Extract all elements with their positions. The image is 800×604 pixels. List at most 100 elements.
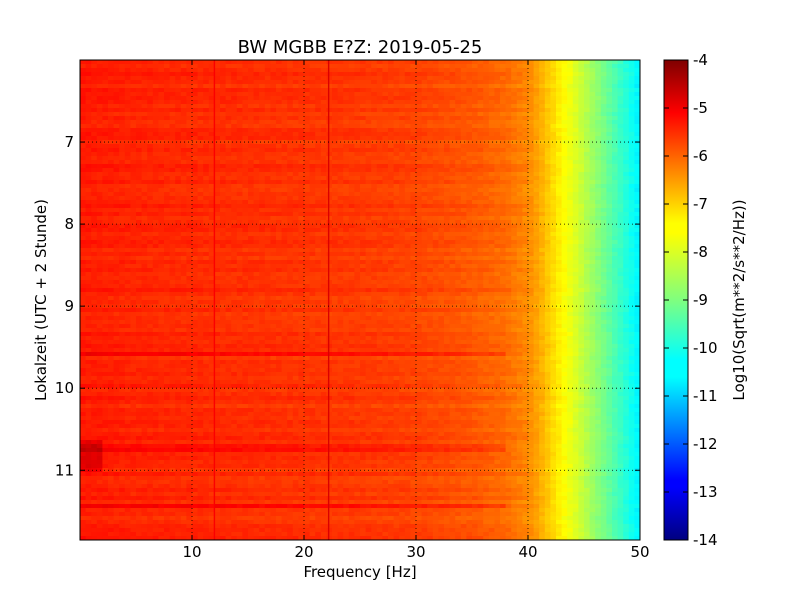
heatmap-cell <box>628 240 635 245</box>
heatmap-cell <box>175 244 182 249</box>
heatmap-cell <box>544 100 551 105</box>
heatmap-cell <box>522 92 529 97</box>
heatmap-cell <box>158 172 165 177</box>
heatmap-cell <box>488 116 495 121</box>
heatmap-cell <box>180 140 187 145</box>
heatmap-cell <box>141 168 148 173</box>
heatmap-cell <box>483 64 490 69</box>
heatmap-cell <box>91 196 98 201</box>
heatmap-cell <box>589 108 596 113</box>
heatmap-cell <box>124 196 131 201</box>
heatmap-cell <box>343 72 350 77</box>
heatmap-cell <box>298 92 305 97</box>
heatmap-cell <box>572 116 579 121</box>
heatmap-cell <box>186 244 193 249</box>
heatmap-cell <box>371 144 378 149</box>
heatmap-cell <box>477 168 484 173</box>
heatmap-cell <box>130 248 137 253</box>
heatmap-cell <box>595 228 602 233</box>
heatmap-cell <box>371 84 378 89</box>
heatmap-cell <box>455 144 462 149</box>
heatmap-cell <box>416 212 423 217</box>
heatmap-cell <box>539 104 546 109</box>
heatmap-cell <box>164 252 171 257</box>
heatmap-cell <box>309 124 316 129</box>
heatmap-cell <box>427 212 434 217</box>
heatmap-cell <box>96 160 103 165</box>
heatmap-cell <box>348 192 355 197</box>
heatmap-cell <box>449 248 456 253</box>
heatmap-cell <box>85 252 92 257</box>
heatmap-cell <box>511 64 518 69</box>
heatmap-cell <box>225 80 232 85</box>
heatmap-cell <box>270 64 277 69</box>
heatmap-cell <box>483 212 490 217</box>
heatmap-cell <box>432 60 439 65</box>
heatmap-cell <box>332 156 339 161</box>
heatmap-cell <box>600 188 607 193</box>
heatmap-cell <box>472 232 479 237</box>
heatmap-cell <box>304 256 311 261</box>
heatmap-cell <box>130 80 137 85</box>
heatmap-cell <box>432 120 439 125</box>
heatmap-cell <box>578 224 585 229</box>
heatmap-cell <box>572 240 579 245</box>
heatmap-cell <box>85 144 92 149</box>
heatmap-cell <box>505 84 512 89</box>
heatmap-cell <box>634 240 640 245</box>
heatmap-cell <box>516 148 523 153</box>
heatmap-cell <box>158 156 165 161</box>
heatmap-cell <box>113 216 120 221</box>
heatmap-cell <box>365 180 372 185</box>
heatmap-cell <box>393 68 400 73</box>
heatmap-cell <box>158 232 165 237</box>
heatmap-cell <box>472 256 479 261</box>
heatmap-cell <box>455 212 462 217</box>
heatmap-cell <box>180 104 187 109</box>
heatmap-cell <box>494 140 501 145</box>
heatmap-cell <box>259 188 266 193</box>
heatmap-cell <box>416 120 423 125</box>
heatmap-cell <box>203 164 210 169</box>
heatmap-cell <box>343 220 350 225</box>
heatmap-cell <box>360 176 367 181</box>
heatmap-cell <box>119 224 126 229</box>
heatmap-cell <box>164 92 171 97</box>
heatmap-cell <box>96 96 103 101</box>
heatmap-cell <box>136 124 143 129</box>
heatmap-cell <box>528 88 535 93</box>
heatmap-cell <box>236 104 243 109</box>
heatmap-cell <box>130 92 137 97</box>
heatmap-cell <box>404 168 411 173</box>
heatmap-cell <box>80 204 87 209</box>
heatmap-cell <box>354 228 361 233</box>
heatmap-cell <box>225 256 232 261</box>
heatmap-cell <box>567 252 574 257</box>
heatmap-cell <box>516 180 523 185</box>
heatmap-cell <box>354 248 361 253</box>
heatmap-cell <box>175 204 182 209</box>
heatmap-cell <box>477 184 484 189</box>
heatmap-cell <box>85 220 92 225</box>
heatmap-cell <box>343 104 350 109</box>
heatmap-cell <box>253 116 260 121</box>
heatmap-cell <box>264 180 271 185</box>
heatmap-cell <box>528 100 535 105</box>
heatmap-cell <box>382 192 389 197</box>
heatmap-cell <box>337 156 344 161</box>
heatmap-cell <box>136 224 143 229</box>
heatmap-cell <box>606 152 613 157</box>
heatmap-cell <box>600 156 607 161</box>
heatmap-cell <box>164 132 171 137</box>
heatmap-cell <box>186 216 193 221</box>
heatmap-cell <box>348 224 355 229</box>
heatmap-cell <box>505 216 512 221</box>
heatmap-cell <box>332 252 339 257</box>
heatmap-cell <box>276 112 283 117</box>
heatmap-cell <box>197 236 204 241</box>
heatmap-cell <box>141 124 148 129</box>
heatmap-cell <box>528 180 535 185</box>
heatmap-cell <box>242 64 249 69</box>
heatmap-cell <box>500 64 507 69</box>
heatmap-cell <box>292 156 299 161</box>
